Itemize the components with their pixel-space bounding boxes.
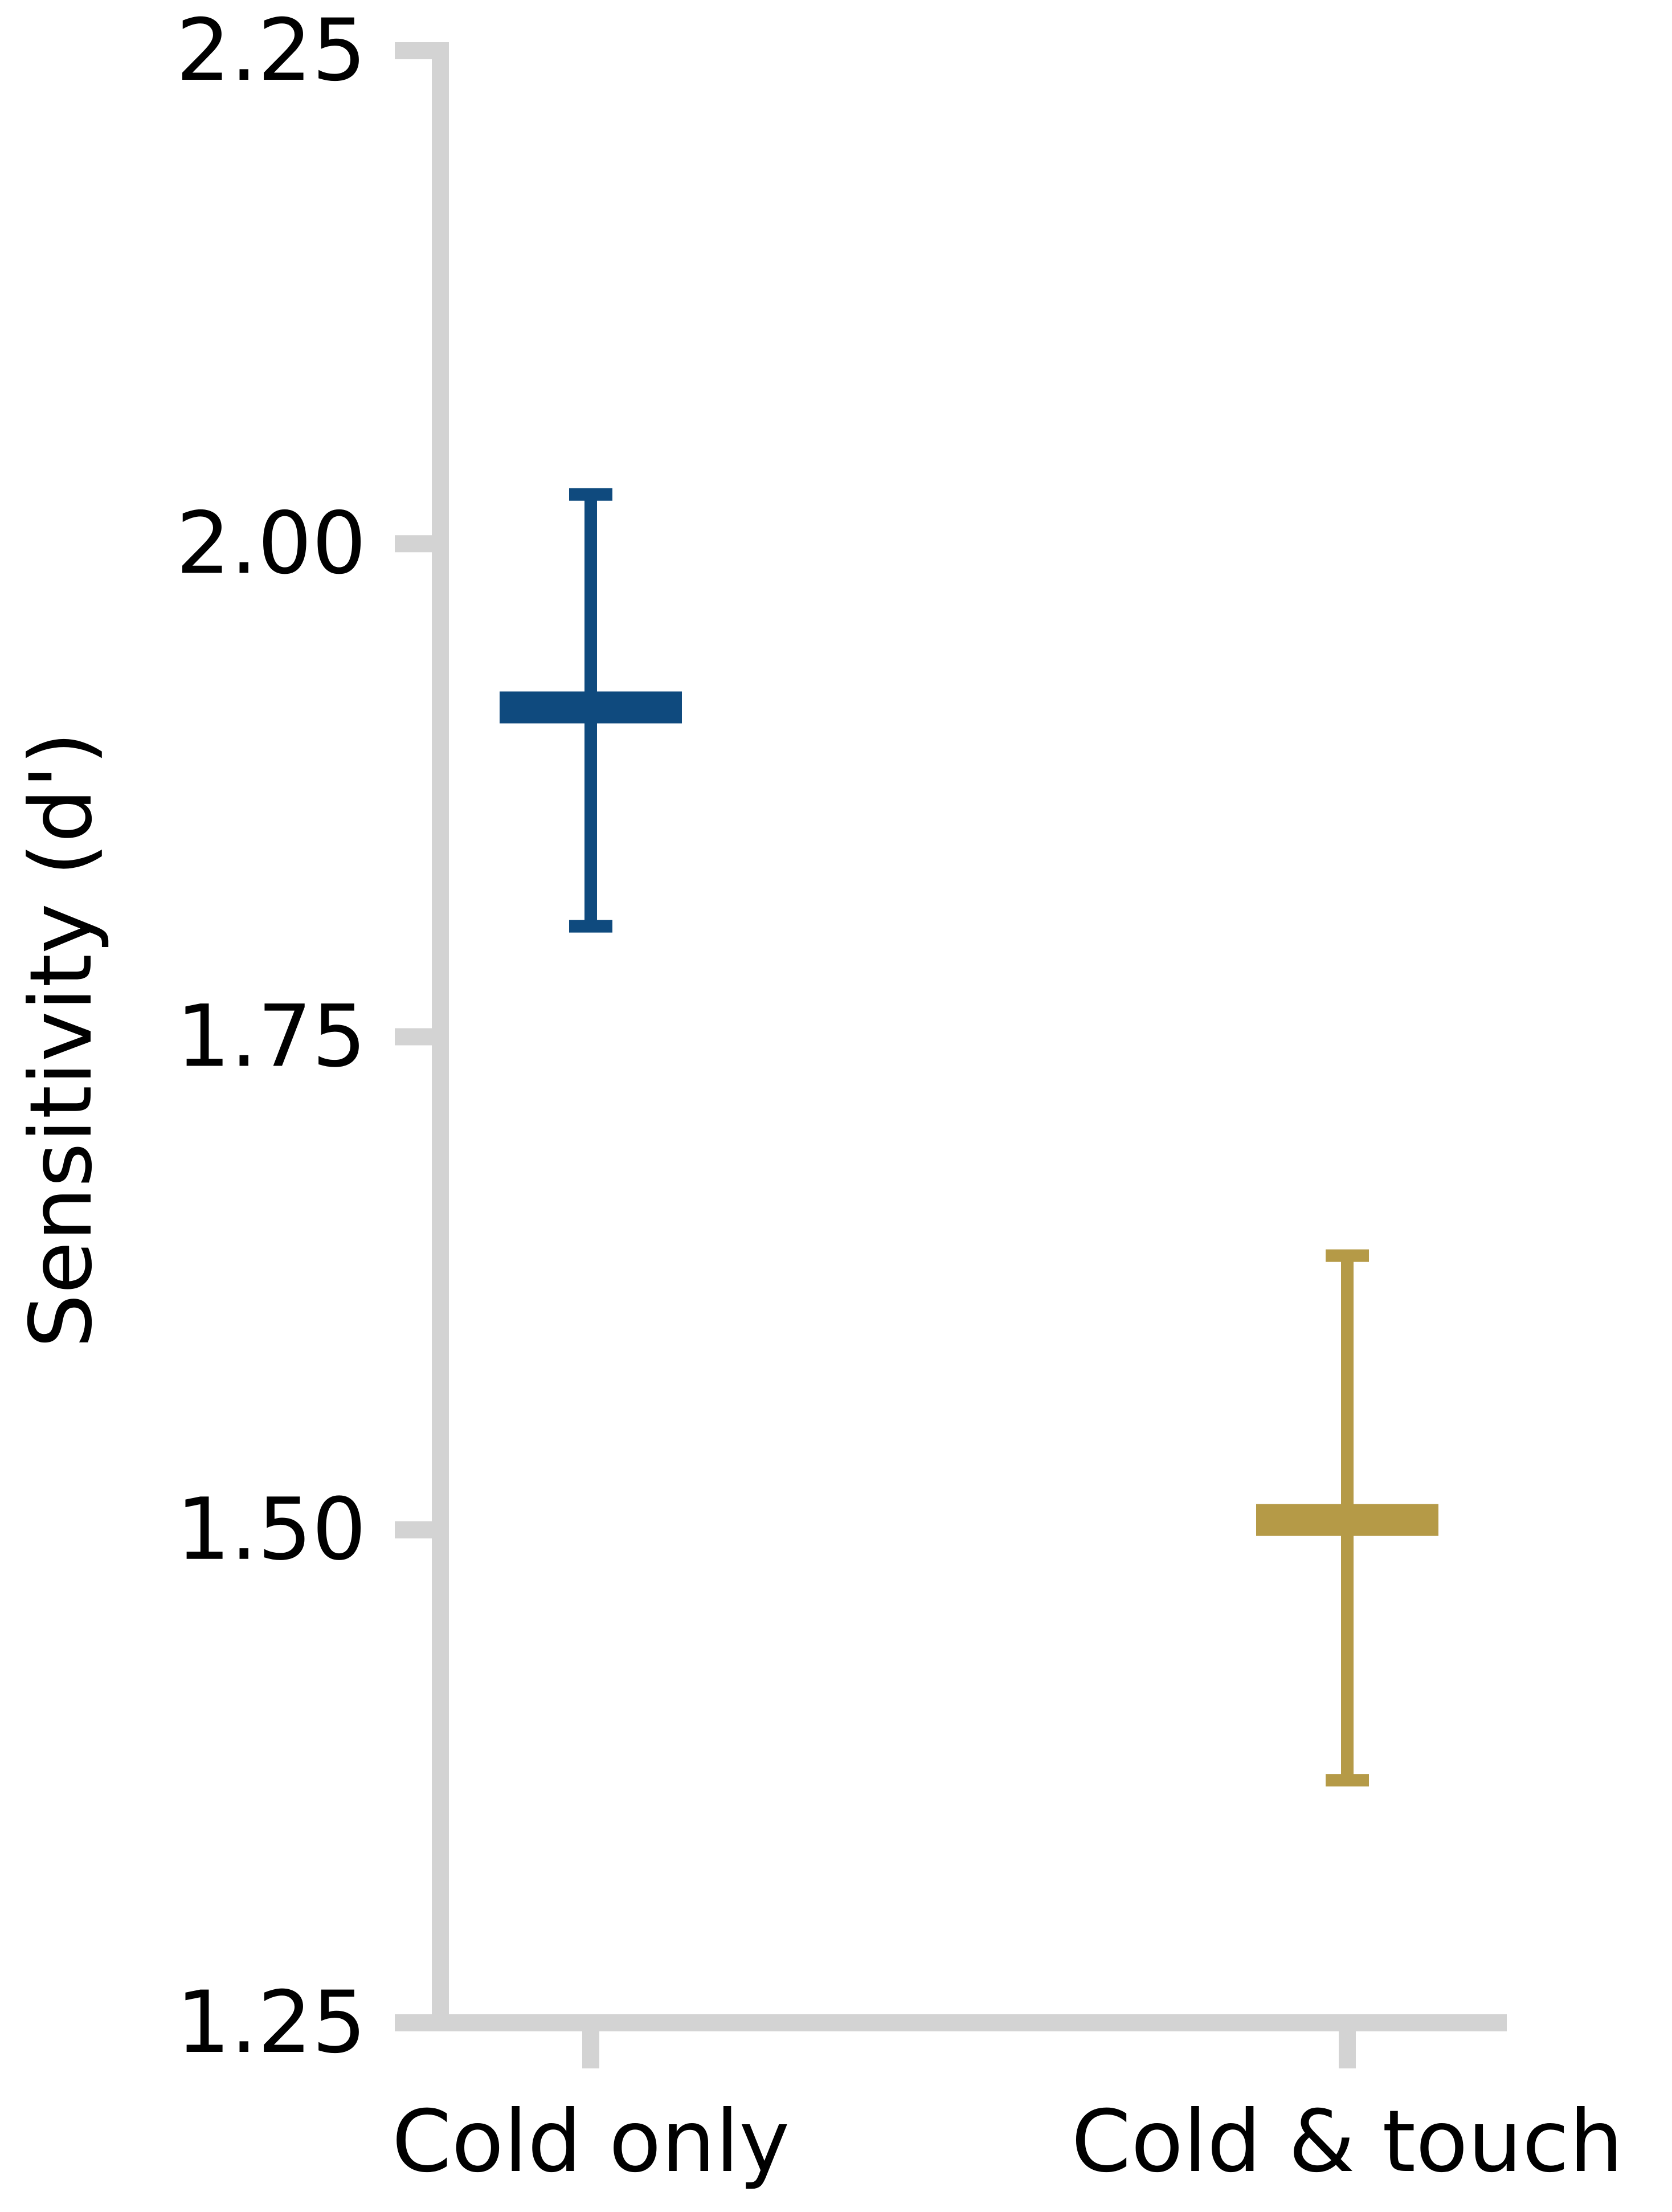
x-tick-label: Cold & touch — [1072, 2092, 1624, 2191]
y-axis-title: Sensitivity (d') — [12, 732, 111, 1348]
x-ticks: Cold only Cold & touch — [392, 2023, 1624, 2191]
y-tick-label: 1.25 — [176, 1973, 366, 2072]
error-bar-group — [500, 488, 682, 933]
x-tick-label: Cold only — [392, 2092, 790, 2191]
data-marks — [500, 488, 1438, 1787]
error-bar-group — [1256, 1249, 1438, 1787]
y-tick-label: 2.00 — [176, 494, 366, 593]
y-tick-label: 2.25 — [176, 1, 366, 100]
y-tick-label: 1.75 — [176, 987, 366, 1087]
y-ticks: 1.25 1.50 1.75 2.00 2.25 — [176, 1, 440, 2072]
y-tick-label: 1.50 — [176, 1480, 366, 1580]
